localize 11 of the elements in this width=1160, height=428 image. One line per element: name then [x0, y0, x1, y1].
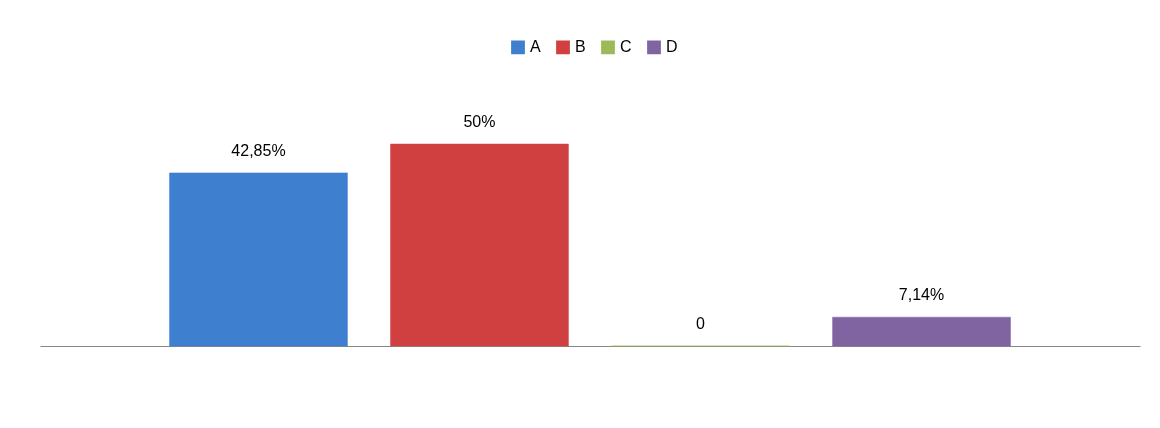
legend-label: C [620, 38, 632, 56]
legend-label: A [530, 38, 541, 56]
data-label: 42,85% [231, 141, 286, 159]
legend-label: B [575, 38, 586, 56]
data-label: 50% [463, 113, 496, 130]
data-label: 0 [696, 315, 706, 332]
bar [832, 316, 1011, 347]
data-label: 7,14% [898, 286, 945, 304]
legend-label: D [666, 38, 678, 56]
bar [169, 172, 348, 347]
bar [390, 143, 569, 347]
